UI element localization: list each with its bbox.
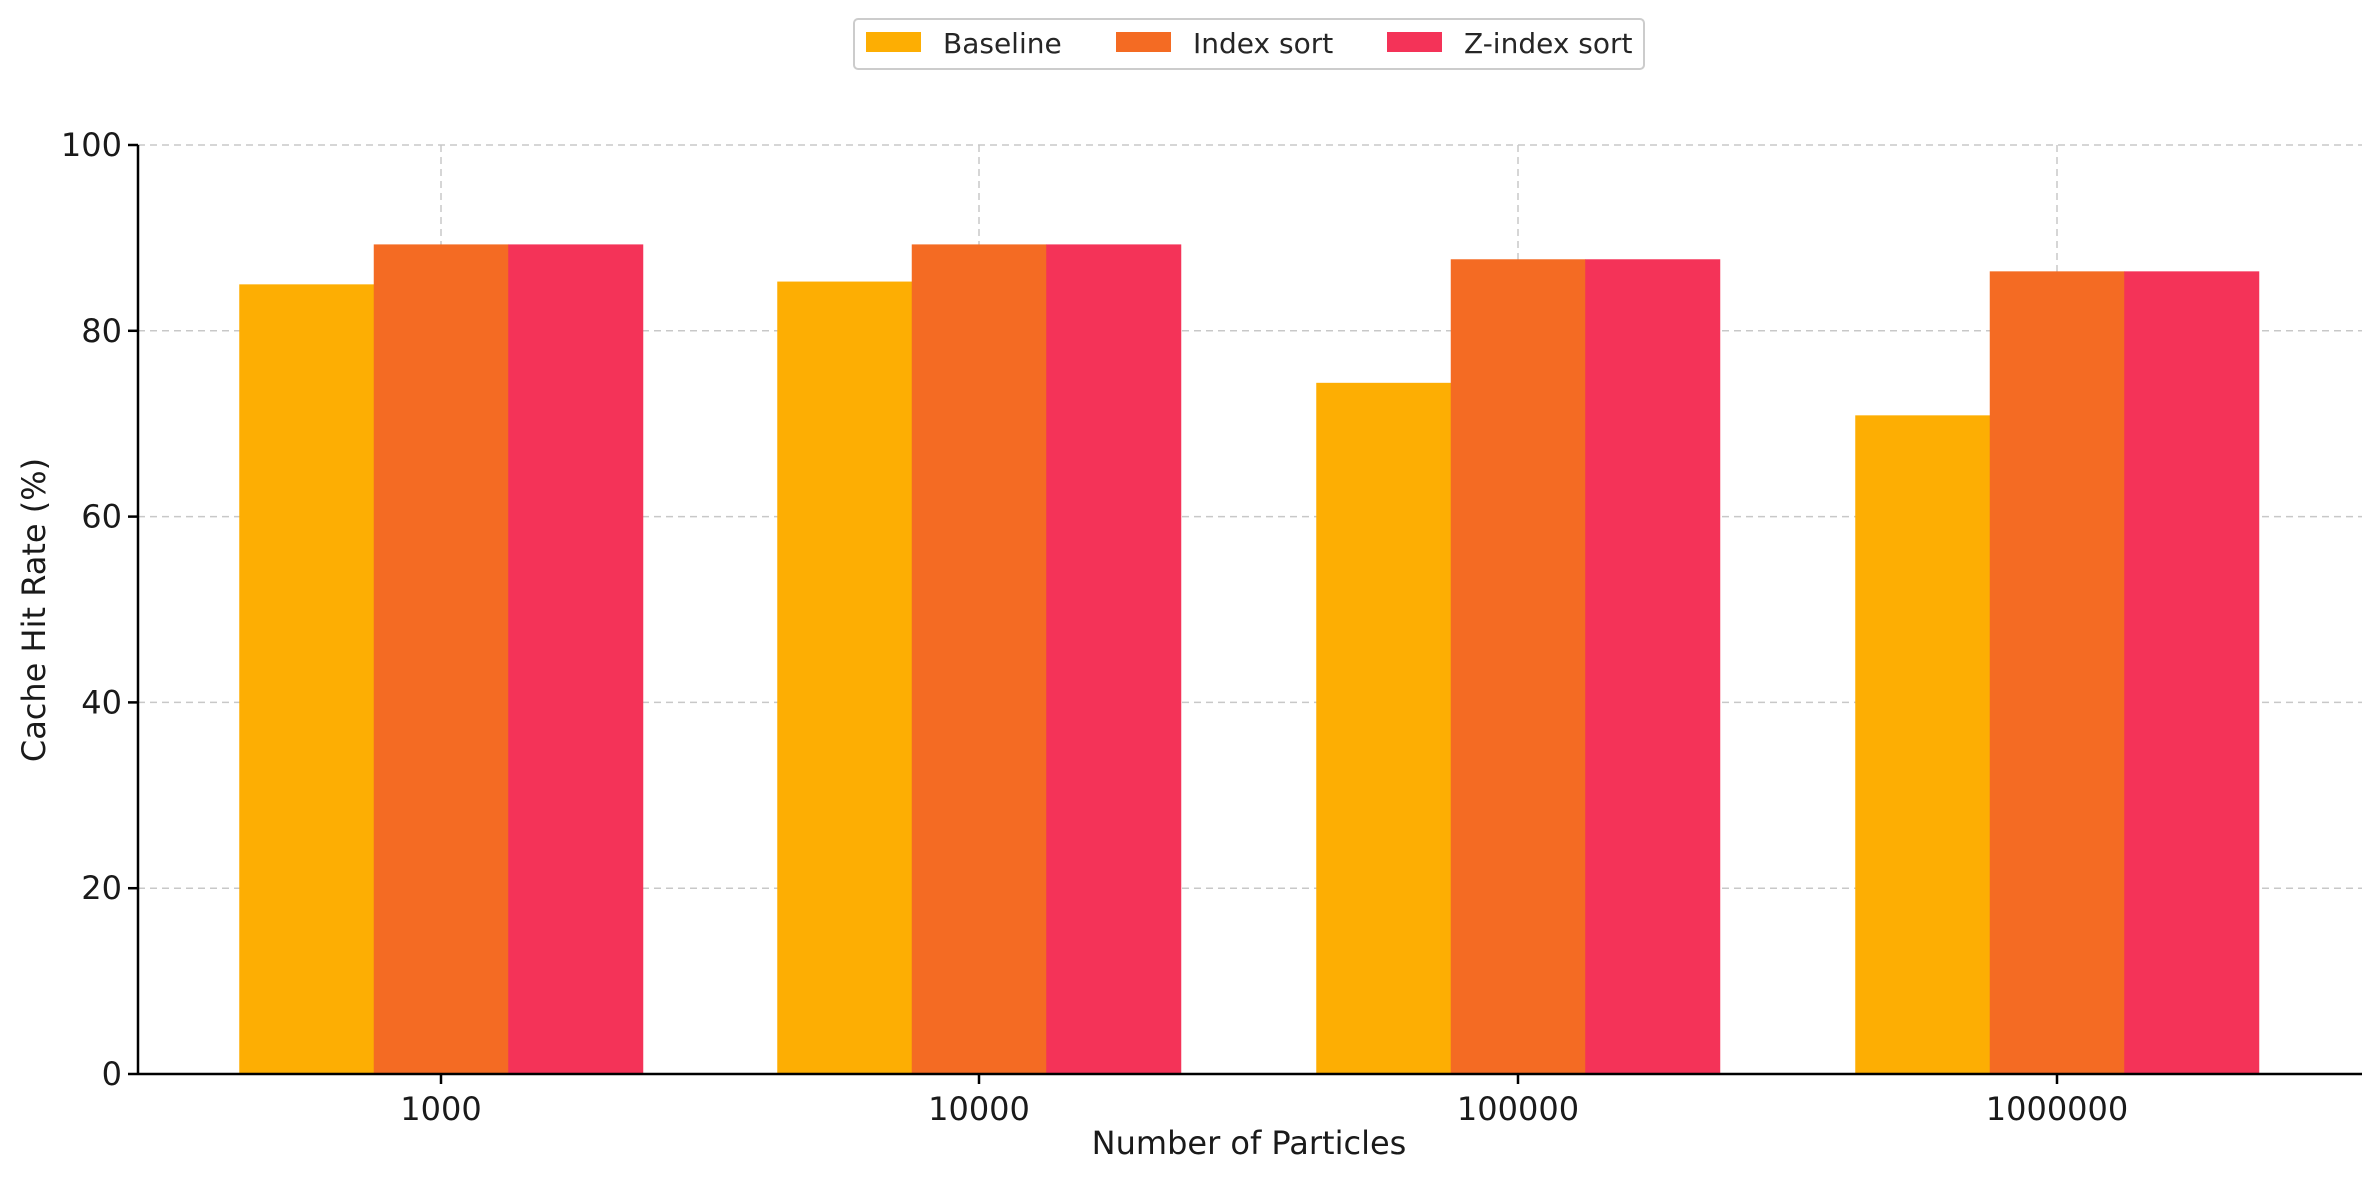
x-axis-title: Number of Particles — [1092, 1124, 1407, 1162]
y-tick-label: 60 — [81, 498, 122, 536]
legend-label: Baseline — [943, 27, 1062, 60]
bar-baseline-100000 — [1316, 382, 1452, 1075]
bar-baseline-10000 — [777, 281, 913, 1074]
x-ticks: 1000 10000 100000 1000000 — [400, 1074, 2128, 1128]
bars — [239, 244, 2260, 1075]
x-tick-label: 10000 — [928, 1090, 1030, 1128]
legend: Baseline Index sort Z-index sort — [853, 18, 1645, 70]
x-tick-label: 1000000 — [1986, 1090, 2129, 1128]
x-tick-label: 100000 — [1457, 1090, 1579, 1128]
legend-swatch — [866, 32, 921, 52]
legend-frame — [853, 18, 1645, 70]
bar-z-index-sort-1000 — [508, 244, 644, 1074]
y-tick-label: 80 — [81, 312, 122, 350]
y-ticks: 0 20 40 60 80 100 — [61, 126, 138, 1093]
y-tick-label: 40 — [81, 683, 122, 721]
axes — [136, 145, 2362, 1076]
bar-baseline-1000 — [239, 284, 375, 1075]
y-tick-label: 0 — [102, 1055, 122, 1093]
bar-z-index-sort-100000 — [1585, 259, 1721, 1075]
bar-index-sort-100000 — [1450, 259, 1586, 1075]
bar-index-sort-1000000 — [1989, 271, 2125, 1074]
bar-baseline-1000000 — [1855, 415, 1991, 1074]
y-axis-title: Cache Hit Rate (%) — [15, 458, 53, 762]
bar-z-index-sort-1000000 — [2124, 271, 2260, 1074]
legend-label: Index sort — [1193, 27, 1333, 60]
bar-index-sort-10000 — [911, 244, 1047, 1074]
y-tick-label: 100 — [61, 126, 122, 164]
y-tick-label: 20 — [81, 869, 122, 907]
bar-z-index-sort-10000 — [1046, 244, 1182, 1074]
legend-label: Z-index sort — [1464, 27, 1633, 60]
x-tick-label: 1000 — [400, 1090, 481, 1128]
legend-swatch — [1387, 32, 1442, 52]
legend-swatch — [1116, 32, 1171, 52]
bar-index-sort-1000 — [373, 244, 509, 1074]
